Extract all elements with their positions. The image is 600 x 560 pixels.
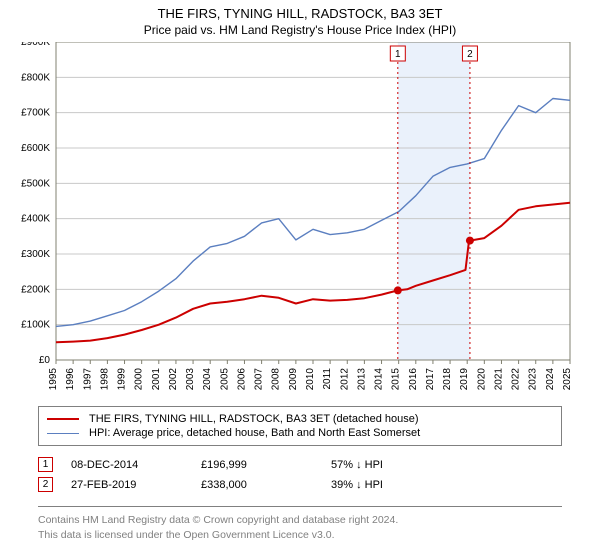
x-tick-label: 2015 [391,368,402,391]
sale-marker: 1 [38,457,53,472]
x-tick-label: 2012 [339,368,350,391]
legend-swatch [47,433,79,434]
legend-swatch [47,418,79,420]
page-title: THE FIRS, TYNING HILL, RADSTOCK, BA3 3ET [0,6,600,21]
footer-line-1: Contains HM Land Registry data © Crown c… [38,513,562,528]
x-tick-label: 2018 [442,368,453,391]
shaded-band [398,42,470,360]
marker-label-2: 2 [467,49,473,60]
sale-diff: 39% ↓ HPI [331,479,481,491]
sale-diff: 57% ↓ HPI [331,459,481,471]
footer-line-2: This data is licensed under the Open Gov… [38,528,562,543]
marker-dot-1 [394,286,402,294]
sale-row: 1 08-DEC-2014£196,99957% ↓ HPI [38,457,562,472]
x-tick-label: 2022 [511,368,522,391]
legend-label: HPI: Average price, detached house, Bath… [89,427,420,439]
x-tick-label: 2006 [236,368,247,391]
x-tick-label: 2002 [168,368,179,391]
x-tick-label: 2024 [545,368,556,391]
y-tick-label: £700K [21,108,50,119]
x-tick-label: 2023 [528,368,539,391]
footer: Contains HM Land Registry data © Crown c… [38,506,562,542]
y-tick-label: £800K [21,72,50,83]
legend-label: THE FIRS, TYNING HILL, RADSTOCK, BA3 3ET… [89,413,419,425]
chart-svg: £0 £100K £200K £300K £400K £500K £600K £700K £80… [0,42,600,400]
plot-border [56,42,570,360]
page-subtitle: Price paid vs. HM Land Registry's House … [0,23,600,37]
x-tick-label: 2009 [288,368,299,391]
sales-table: 1 08-DEC-2014£196,99957% ↓ HPI 2 27-FEB-201… [38,452,562,497]
x-tick-label: 2005 [219,368,230,391]
sale-date: 08-DEC-2014 [71,459,201,471]
y-tick-label: £600K [21,143,50,154]
x-tick-label: 2007 [254,368,265,391]
x-tick-label: 1999 [117,368,128,391]
marker-label-1: 1 [395,49,401,60]
x-tick-label: 1996 [65,368,76,391]
x-tick-label: 1998 [99,368,110,391]
x-tick-label: 2021 [493,368,504,391]
legend: THE FIRS, TYNING HILL, RADSTOCK, BA3 3ET… [38,406,562,446]
x-tick-label: 2019 [459,368,470,391]
x-tick-label: 2016 [408,368,419,391]
sale-row: 2 27-FEB-2019£338,00039% ↓ HPI [38,477,562,492]
sale-price: £196,999 [201,459,331,471]
y-tick-label: £300K [21,249,50,260]
x-tick-label: 1997 [82,368,93,391]
x-tick-label: 2013 [356,368,367,391]
marker-dot-2 [466,237,474,245]
y-tick-label: £0 [39,355,51,366]
x-tick-label: 2003 [185,368,196,391]
x-tick-label: 2011 [322,368,333,390]
chart: £0 £100K £200K £300K £400K £500K £600K £700K £80… [0,42,600,400]
x-tick-label: 2017 [425,368,436,391]
x-tick-label: 2010 [305,368,316,391]
sale-marker: 2 [38,477,53,492]
y-tick-label: £100K [21,320,50,331]
x-tick-label: 2025 [562,368,573,391]
x-tick-label: 2014 [374,368,385,391]
y-tick-label: £400K [21,214,50,225]
sale-price: £338,000 [201,479,331,491]
x-tick-label: 2000 [134,368,145,391]
series-hpi [56,99,570,327]
y-tick-label: £200K [21,284,50,295]
sale-date: 27-FEB-2019 [71,479,201,491]
x-tick-label: 2001 [151,368,162,391]
x-tick-label: 2020 [476,368,487,391]
legend-row: HPI: Average price, detached house, Bath… [47,427,553,439]
y-tick-label: £900K [21,42,50,48]
y-tick-label: £500K [21,178,50,189]
legend-row: THE FIRS, TYNING HILL, RADSTOCK, BA3 3ET… [47,413,553,425]
x-tick-label: 2004 [202,368,213,391]
x-tick-label: 2008 [271,368,282,391]
x-tick-label: 1995 [48,368,59,391]
series-property [56,203,570,342]
